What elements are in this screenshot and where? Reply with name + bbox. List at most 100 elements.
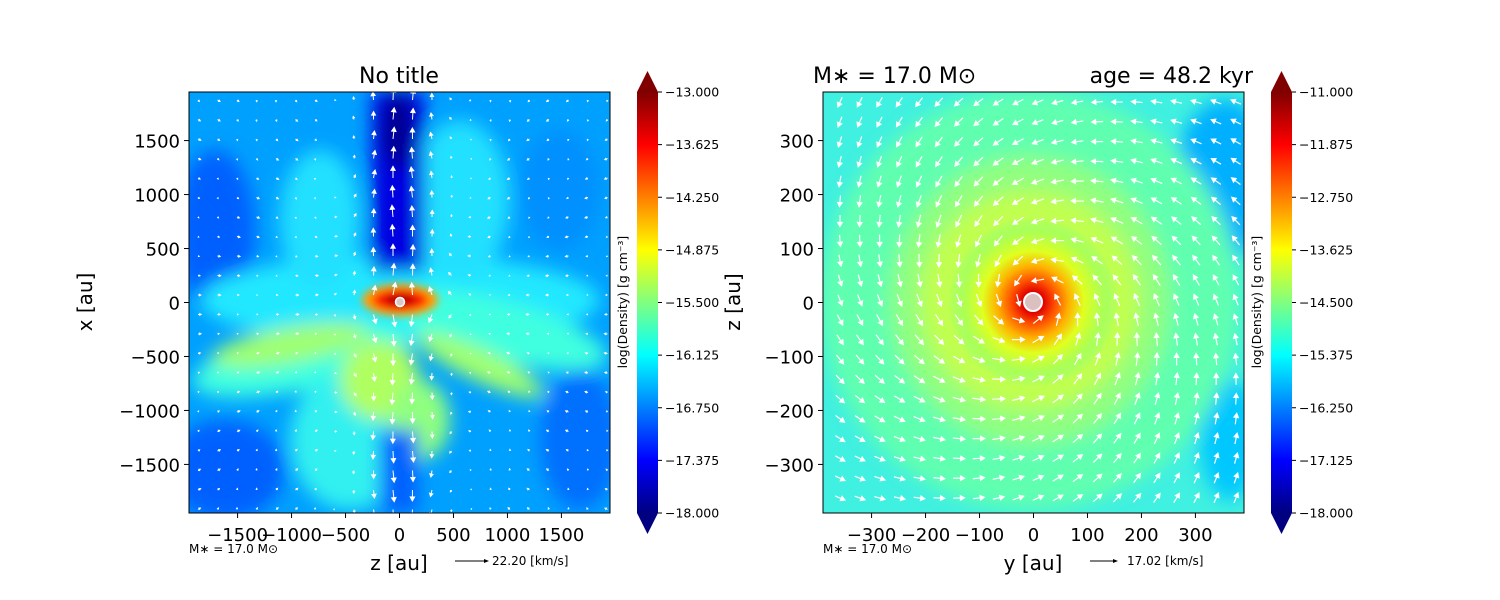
velocity-arrow — [256, 371, 261, 375]
velocity-arrow — [1173, 332, 1180, 346]
velocity-arrow — [275, 138, 279, 142]
velocity-arrow — [1032, 454, 1045, 462]
velocity-arrow — [1173, 412, 1181, 425]
velocity-arrow — [893, 475, 906, 482]
velocity-arrow — [547, 390, 550, 394]
right-cbtick-label: −11.000 — [1299, 85, 1353, 100]
velocity-arrow — [856, 155, 863, 168]
velocity-arrow — [217, 235, 221, 238]
velocity-arrow — [1229, 98, 1242, 105]
velocity-arrow — [390, 333, 397, 347]
left-density-map — [189, 92, 610, 513]
velocity-arrow — [1110, 217, 1124, 224]
velocity-arrow — [1073, 373, 1083, 385]
velocity-arrow — [1051, 276, 1064, 284]
velocity-arrow — [1191, 235, 1201, 246]
left-velocity-key: 22.20 [km/s] — [492, 554, 568, 568]
velocity-arrow — [334, 254, 339, 258]
velocity-arrow — [390, 126, 397, 140]
velocity-arrow — [527, 255, 530, 258]
velocity-arrow — [1069, 197, 1084, 205]
velocity-arrow — [876, 116, 883, 128]
velocity-arrow — [1114, 331, 1121, 346]
velocity-arrow — [370, 246, 377, 257]
velocity-arrow — [972, 494, 986, 502]
velocity-arrow — [334, 430, 338, 433]
velocity-arrow — [954, 175, 963, 188]
velocity-arrow — [1054, 293, 1062, 306]
velocity-arrow — [256, 196, 261, 200]
velocity-arrow — [913, 395, 926, 403]
velocity-arrow — [935, 175, 943, 188]
velocity-arrow — [409, 243, 416, 257]
velocity-arrow — [856, 136, 863, 148]
velocity-arrow — [933, 475, 946, 482]
velocity-arrow — [1212, 332, 1220, 346]
velocity-arrow — [896, 293, 903, 307]
velocity-arrow — [1030, 257, 1045, 264]
velocity-arrow — [874, 435, 886, 442]
velocity-arrow — [236, 235, 241, 239]
velocity-arrow — [216, 216, 220, 219]
velocity-arrow — [603, 332, 608, 336]
velocity-arrow — [565, 449, 569, 452]
right-ytick-label: 0 — [803, 294, 814, 315]
velocity-arrow — [913, 475, 926, 482]
velocity-arrow — [256, 351, 260, 355]
velocity-arrow — [449, 136, 453, 140]
velocity-arrow — [1113, 452, 1122, 464]
velocity-arrow — [197, 390, 200, 394]
velocity-arrow — [992, 474, 1006, 482]
velocity-arrow — [334, 449, 337, 453]
velocity-arrow — [836, 234, 844, 248]
velocity-arrow — [1212, 293, 1220, 306]
velocity-arrow — [314, 99, 318, 103]
velocity-arrow — [197, 196, 201, 199]
velocity-arrow — [1232, 313, 1239, 326]
velocity-arrow — [916, 273, 923, 288]
velocity-arrow — [973, 176, 984, 187]
velocity-arrow — [216, 197, 219, 200]
right-cbtick-label: −11.875 — [1299, 137, 1353, 152]
velocity-arrow — [1113, 412, 1122, 425]
left-ylabel: x [au] — [73, 273, 97, 332]
velocity-arrow — [1212, 274, 1220, 286]
velocity-arrow — [1073, 293, 1081, 306]
velocity-arrow — [1173, 492, 1181, 503]
velocity-arrow — [410, 92, 417, 101]
velocity-arrow — [294, 177, 298, 181]
velocity-arrow — [295, 157, 299, 161]
velocity-arrow — [468, 371, 472, 375]
velocity-arrow — [449, 233, 453, 237]
velocity-arrow — [857, 274, 864, 288]
velocity-arrow — [352, 333, 357, 339]
velocity-arrow — [933, 494, 946, 502]
velocity-arrow — [467, 235, 472, 239]
velocity-arrow — [313, 177, 317, 181]
right-ytick-label: −300 — [765, 455, 814, 476]
velocity-arrow — [835, 415, 846, 423]
velocity-arrow — [1110, 177, 1124, 185]
velocity-arrow — [1112, 473, 1122, 483]
velocity-arrow — [450, 175, 453, 179]
velocity-arrow — [275, 312, 280, 316]
velocity-arrow — [450, 372, 453, 377]
velocity-arrow — [566, 352, 569, 355]
velocity-arrow — [1070, 256, 1084, 264]
velocity-arrow — [370, 470, 377, 480]
velocity-arrow — [856, 234, 864, 248]
velocity-arrow — [1011, 138, 1024, 146]
velocity-arrow — [217, 312, 222, 316]
right-velocity-arrows — [834, 96, 1242, 504]
velocity-arrow — [428, 150, 434, 159]
velocity-arrow — [197, 371, 201, 374]
velocity-arrow — [874, 455, 886, 462]
velocity-arrow — [1015, 294, 1022, 308]
velocity-arrow — [955, 214, 963, 228]
velocity-arrow — [294, 236, 297, 239]
velocity-arrow — [447, 290, 452, 296]
velocity-arrow — [1232, 392, 1240, 405]
velocity-arrow — [217, 410, 220, 413]
right-panel: M∗ = 17.0 M⊙ age = 48.2 kyr −300 −200 −100… — [721, 64, 1353, 575]
velocity-arrow — [894, 375, 906, 384]
